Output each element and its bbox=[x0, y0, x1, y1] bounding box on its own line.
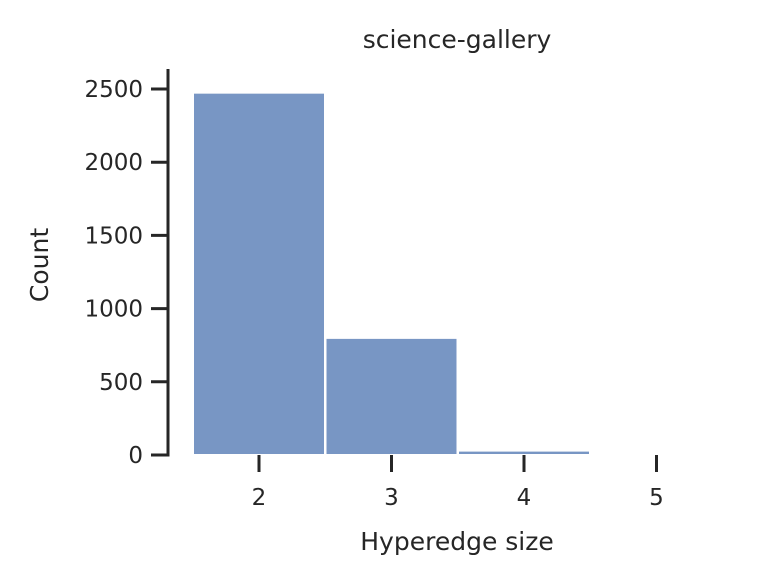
chart-title: science-gallery bbox=[363, 25, 552, 54]
x-tick-label-5: 5 bbox=[649, 485, 664, 511]
y-axis: 0 500 1000 1500 2000 2500 bbox=[84, 69, 170, 469]
y-axis-label: Count bbox=[25, 228, 54, 302]
x-axis-label: Hyperedge size bbox=[360, 527, 554, 556]
x-axis: 2 3 4 5 bbox=[252, 455, 664, 511]
bar-4 bbox=[457, 449, 591, 457]
y-tick-label-0: 0 bbox=[128, 443, 143, 469]
x-tick-label-2: 2 bbox=[252, 485, 267, 511]
bar-2 bbox=[192, 91, 326, 456]
bars-group bbox=[192, 91, 591, 457]
y-tick-label-1000: 1000 bbox=[84, 297, 143, 323]
bar-3 bbox=[324, 336, 459, 457]
y-tick-label-1500: 1500 bbox=[84, 223, 143, 249]
y-tick-label-2500: 2500 bbox=[84, 77, 143, 103]
y-tick-label-500: 500 bbox=[99, 370, 143, 396]
x-tick-label-4: 4 bbox=[517, 485, 532, 511]
y-tick-label-2000: 2000 bbox=[84, 150, 143, 176]
x-tick-label-3: 3 bbox=[384, 485, 399, 511]
